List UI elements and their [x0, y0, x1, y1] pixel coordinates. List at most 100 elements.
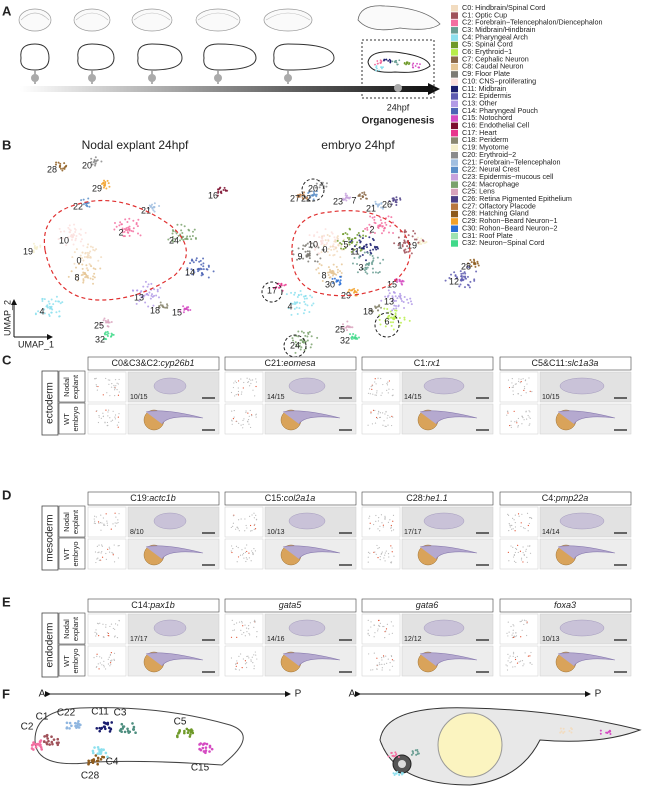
embryo-cell — [398, 773, 401, 776]
thumb-cell — [517, 513, 520, 515]
umap-cell — [337, 237, 340, 240]
umap-cell — [456, 276, 459, 279]
embryo-cell — [395, 753, 398, 756]
umap-cell — [366, 226, 369, 229]
thumb-cell — [519, 550, 522, 552]
umap-cell — [380, 222, 383, 225]
umap-cell — [108, 185, 111, 188]
legend-label: C1: Optic Cup — [462, 10, 507, 19]
axis-end: P — [295, 689, 302, 700]
thumb-cell — [255, 416, 257, 418]
umap-cell — [115, 225, 118, 228]
umap-cell — [104, 331, 107, 334]
gene-header — [499, 598, 632, 613]
umap-cell — [321, 280, 324, 283]
umap-cell — [100, 160, 103, 163]
thumb-cell — [529, 655, 531, 657]
umap-cell — [467, 262, 470, 265]
explant-24hpf — [367, 51, 431, 73]
zoom-box — [361, 39, 435, 99]
umap-cell — [348, 238, 351, 241]
cluster-cell — [99, 758, 103, 761]
umap-cell — [358, 234, 361, 237]
umap-cell — [68, 231, 71, 234]
thumb-cell — [255, 514, 257, 516]
cluster-cell — [33, 742, 36, 746]
umap-cell — [321, 248, 324, 251]
thumb-cell — [513, 635, 515, 638]
umap-cell — [148, 291, 151, 294]
umap-cell — [366, 228, 369, 231]
legend-label: C12: Epidermis — [462, 91, 512, 100]
thumb-cell — [514, 530, 516, 532]
cluster-label: 15 — [172, 307, 182, 317]
thumb-cell — [104, 422, 106, 424]
embryo-cell — [396, 770, 399, 773]
ish-image — [127, 613, 220, 645]
thumb-cell — [516, 662, 519, 664]
umap-cell — [143, 294, 146, 297]
umap-thumb — [361, 403, 401, 435]
umap-cell — [422, 240, 425, 243]
thumb-cell — [505, 664, 507, 666]
umap-cell — [105, 187, 108, 190]
row-label: explant — [71, 616, 80, 641]
umap-cell — [340, 247, 343, 250]
umap-cell — [91, 246, 94, 249]
axis-end: A — [39, 689, 46, 700]
thumb-cell — [237, 390, 240, 393]
umap-cell — [52, 303, 55, 306]
umap-cell — [212, 270, 215, 273]
legend-label: C6: Erythroid−1 — [462, 47, 512, 56]
umap-cell — [371, 260, 374, 263]
thumb-cell — [378, 517, 380, 519]
umap-cell — [359, 241, 362, 244]
thumb-cell — [248, 552, 250, 554]
umap-cell — [400, 321, 403, 324]
thumb-cell — [242, 658, 244, 660]
thumb-cell — [529, 423, 531, 425]
gene-title: C4:pmp22a — [542, 493, 589, 503]
umap-cell — [75, 235, 78, 238]
umap-cell — [392, 221, 395, 224]
umap-cell — [403, 250, 406, 253]
thumb-cell — [237, 393, 239, 395]
thumb-cell — [241, 633, 243, 635]
thumb-cell — [379, 556, 381, 558]
umap-cell — [333, 272, 336, 275]
thumb-cell — [369, 527, 371, 529]
umap-cell — [84, 276, 87, 279]
thumb-cell — [378, 624, 380, 626]
thumb-cell — [377, 628, 379, 630]
umap-cell — [220, 190, 223, 193]
umap-cell — [390, 324, 393, 327]
umap-cell — [339, 275, 342, 278]
thumb-cell — [236, 636, 238, 638]
umap-cell — [475, 270, 478, 273]
umap-cell — [43, 298, 46, 301]
embryo-sketch — [133, 12, 171, 21]
umap-cell — [348, 243, 351, 246]
umap-cell — [361, 267, 364, 270]
umap-cell — [182, 238, 185, 241]
explant-image — [423, 377, 465, 395]
thumb-cell — [379, 625, 381, 628]
thumb-cell — [250, 379, 252, 381]
umap-cell — [336, 271, 339, 274]
umap-thumb — [499, 645, 539, 677]
umap-cell — [73, 227, 76, 230]
umap-cell — [322, 184, 325, 187]
umap-cell — [46, 304, 49, 307]
thumb-cell — [512, 528, 514, 530]
thumb-cell — [245, 410, 247, 412]
thumb-cell — [118, 378, 120, 381]
thumb-cell — [105, 558, 108, 560]
umap-cell — [464, 275, 467, 278]
gene-name: foxa3 — [554, 600, 576, 610]
row-label: Nodal — [62, 512, 71, 532]
umap-cell — [142, 295, 145, 298]
thumb-cell — [249, 634, 251, 636]
thumb-cell — [512, 546, 514, 548]
thumb-cell — [381, 522, 383, 524]
cluster-cell — [39, 743, 42, 747]
